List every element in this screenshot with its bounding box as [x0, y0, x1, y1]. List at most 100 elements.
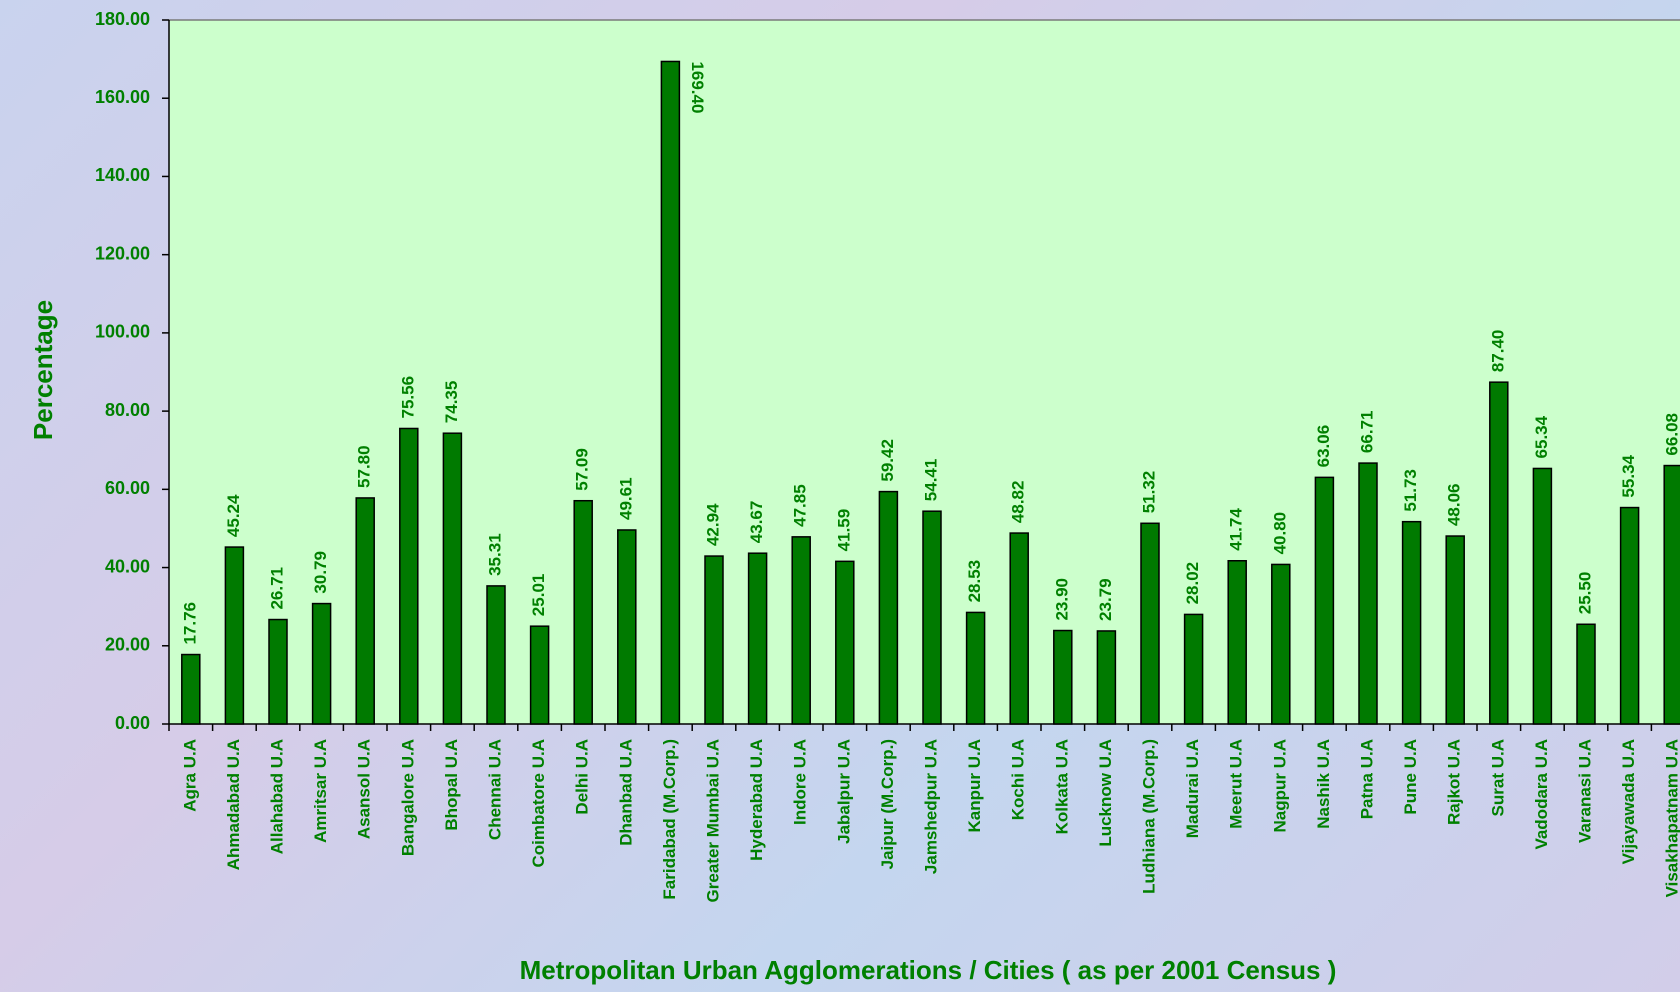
y-tick-label: 140.00 [95, 165, 150, 185]
y-tick-label: 20.00 [105, 635, 150, 655]
bar [1053, 629, 1073, 725]
value-label: 41.59 [834, 509, 853, 552]
bar [529, 625, 550, 725]
bar [704, 555, 724, 725]
x-tick-label: Visakhapatnam U.A [1663, 739, 1680, 897]
bar [442, 432, 463, 725]
value-label: 41.74 [1227, 508, 1246, 551]
bar [791, 536, 811, 725]
bar [1314, 476, 1335, 725]
value-label: 49.61 [616, 477, 635, 520]
value-label: 54.41 [921, 459, 940, 502]
bar [181, 653, 201, 725]
y-tick-label: 160.00 [95, 87, 150, 107]
x-tick-label: Allahabad U.A [267, 739, 286, 854]
y-tick-label: 40.00 [105, 556, 150, 576]
value-label: 25.01 [529, 574, 548, 617]
value-label: 57.80 [355, 445, 374, 488]
x-tick-label: Vijayawada U.A [1619, 739, 1638, 864]
x-tick-label: Varanasi U.A [1575, 739, 1594, 843]
x-tick-label: Ahmadabad U.A [224, 739, 243, 870]
bar [747, 552, 768, 725]
value-label: 23.79 [1096, 578, 1115, 621]
x-tick-label: Pune U.A [1401, 739, 1420, 815]
x-tick-label: Rajkot U.A [1445, 739, 1464, 825]
y-tick-label: 80.00 [105, 400, 150, 420]
bar [224, 546, 245, 725]
x-tick-label: Dhanbad U.A [616, 739, 635, 846]
bar [660, 60, 681, 725]
value-label: 23.90 [1052, 578, 1071, 621]
bar [486, 585, 506, 725]
bar [399, 427, 419, 725]
value-label: 51.32 [1139, 471, 1158, 514]
value-label: 169.40 [688, 61, 707, 113]
value-label: 55.34 [1619, 454, 1638, 497]
x-axis-title: Metropolitan Urban Agglomerations / Citi… [520, 955, 1337, 985]
value-label: 30.79 [311, 551, 330, 594]
value-label: 65.34 [1532, 415, 1551, 458]
x-tick-label: Kochi U.A [1009, 739, 1028, 820]
bar [1227, 560, 1247, 725]
bar [1445, 535, 1465, 725]
x-tick-label: Indore U.A [791, 739, 810, 825]
value-label: 25.50 [1575, 572, 1594, 615]
value-label: 66.71 [1357, 411, 1376, 454]
bar [1489, 381, 1509, 725]
value-label: 66.08 [1663, 413, 1680, 456]
value-label: 28.53 [965, 560, 984, 603]
bar [878, 490, 899, 725]
x-tick-label: Surat U.A [1488, 739, 1507, 816]
x-tick-label: Hyderabad U.A [747, 739, 766, 861]
bar [268, 618, 288, 725]
value-label: 45.24 [224, 494, 243, 537]
x-tick-label: Greater Mumbai U.A [703, 739, 722, 902]
bar [1009, 532, 1029, 725]
x-tick-label: Kanpur U.A [965, 739, 984, 833]
x-tick-label: Vadodara U.A [1532, 739, 1551, 850]
value-label: 35.31 [485, 533, 504, 576]
bar [617, 529, 637, 725]
bar [1532, 467, 1553, 725]
y-axis-title: Percentage [28, 300, 58, 440]
bar [1358, 462, 1378, 725]
bar [311, 602, 332, 725]
bar [1271, 563, 1291, 725]
bar [1140, 522, 1160, 725]
value-label: 87.40 [1488, 330, 1507, 373]
x-tick-label: Faridabad (M.Corp.) [660, 739, 679, 900]
y-tick-label: 60.00 [105, 478, 150, 498]
x-tick-label: Nashik U.A [1314, 739, 1333, 829]
x-tick-label: Bangalore U.A [398, 739, 417, 856]
value-label: 63.06 [1314, 425, 1333, 468]
value-label: 48.82 [1009, 481, 1028, 524]
y-tick-label: 180.00 [95, 9, 150, 29]
bar [1619, 506, 1640, 725]
x-tick-label: Jamshedpur U.A [921, 739, 940, 874]
value-label: 17.76 [180, 602, 199, 645]
x-tick-label: Coimbatore U.A [529, 739, 548, 867]
x-tick-label: Kolkata U.A [1052, 739, 1071, 834]
value-label: 48.06 [1445, 483, 1464, 526]
y-tick-label: 120.00 [95, 243, 150, 263]
value-label: 57.09 [573, 448, 592, 491]
x-tick-label: Asansol U.A [355, 739, 374, 839]
bar [835, 560, 855, 725]
bar [1096, 630, 1117, 725]
x-tick-label: Chennai U.A [485, 739, 504, 840]
x-tick-label: Madurai U.A [1183, 739, 1202, 838]
x-tick-label: Amritsar U.A [311, 739, 330, 843]
value-label: 28.02 [1183, 562, 1202, 605]
x-tick-label: Jaipur (M.Corp.) [878, 739, 897, 869]
bar [573, 499, 593, 725]
value-label: 42.94 [703, 503, 722, 546]
x-tick-label: Meerut U.A [1227, 739, 1246, 829]
x-tick-label: Ludhiana (M.Corp.) [1139, 739, 1158, 894]
y-tick-label: 100.00 [95, 322, 150, 342]
y-tick-label: 0.00 [115, 713, 150, 733]
bar [1663, 464, 1680, 725]
x-tick-label: Delhi U.A [573, 739, 592, 815]
value-label: 75.56 [398, 376, 417, 419]
